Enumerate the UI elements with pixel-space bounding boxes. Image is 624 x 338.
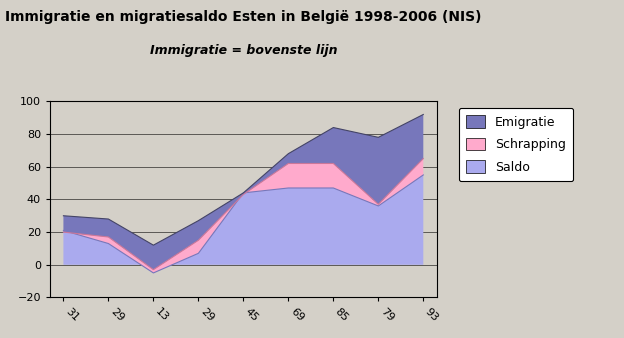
Legend: Emigratie, Schrapping, Saldo: Emigratie, Schrapping, Saldo xyxy=(459,107,573,181)
Text: Immigratie = bovenste lijn: Immigratie = bovenste lijn xyxy=(150,44,337,57)
Text: Immigratie en migratiesaldo Esten in België 1998-2006 (NIS): Immigratie en migratiesaldo Esten in Bel… xyxy=(5,10,482,24)
